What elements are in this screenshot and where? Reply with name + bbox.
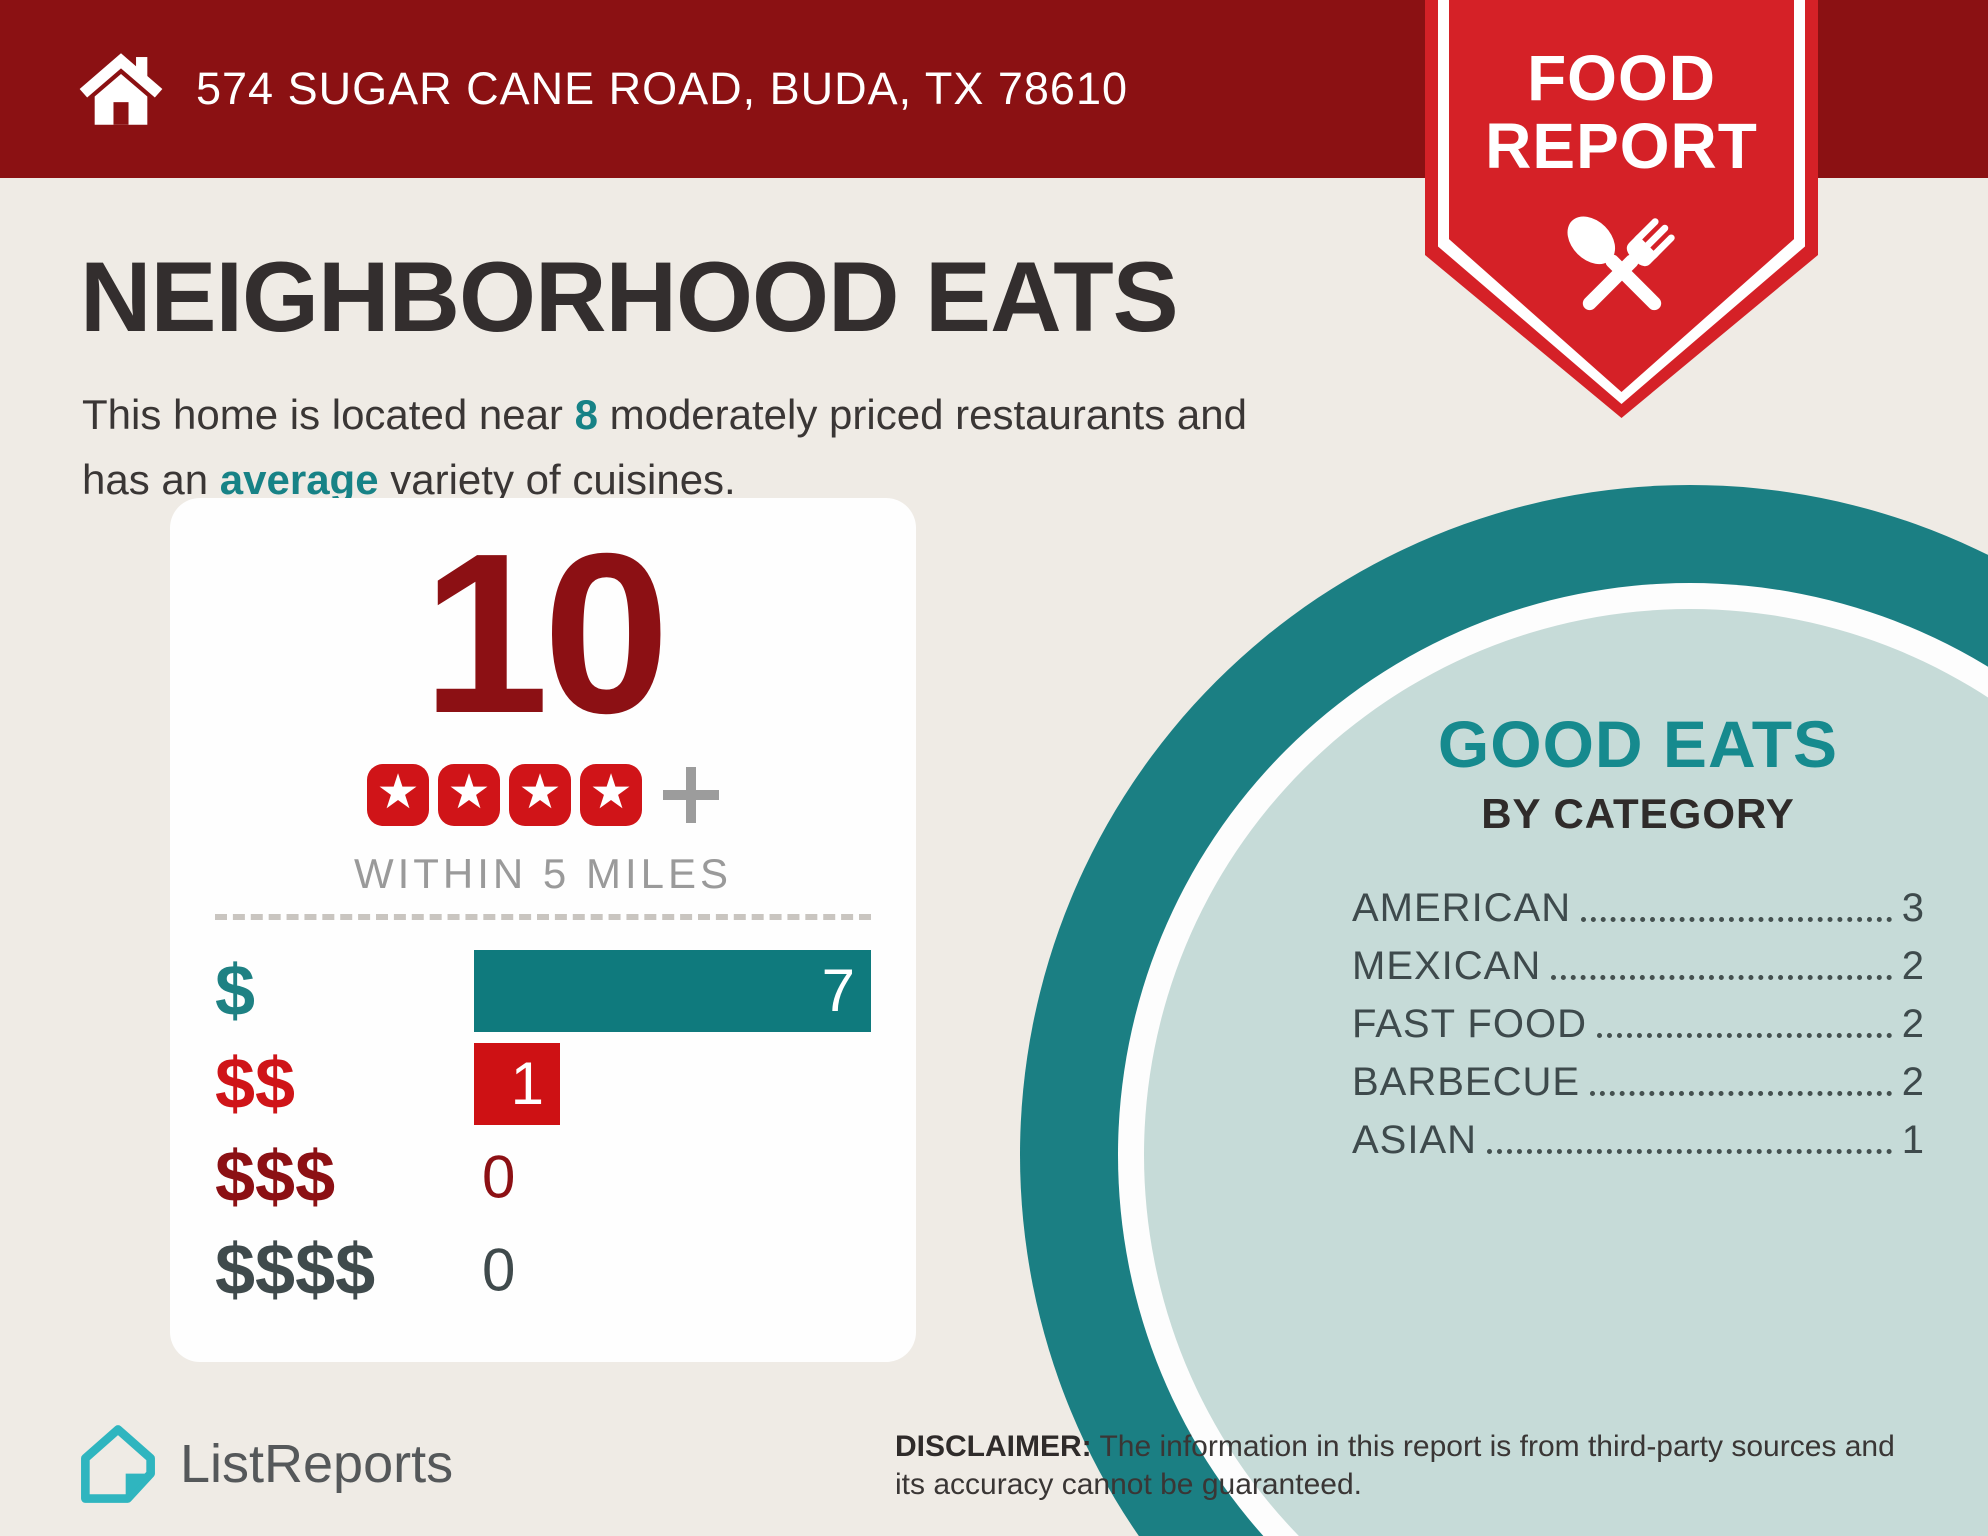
star-tile: ★ — [509, 764, 571, 826]
bar-value: 1 — [510, 1050, 544, 1117]
category-label: FAST FOOD — [1352, 1002, 1587, 1046]
star-icon: ★ — [376, 766, 420, 819]
subtitle-part1: This home is located near — [82, 391, 575, 438]
category-row-mexican: MEXICAN 2 — [1352, 944, 1924, 989]
subtitle: This home is located near 8 moderately p… — [82, 382, 1312, 512]
category-list: AMERICAN 3 MEXICAN 2 FAST FOOD 2 BARBECU… — [1352, 886, 1924, 1163]
brand-name: ListReports — [180, 1434, 454, 1494]
good-eats-subtitle: BY CATEGORY — [1481, 790, 1795, 837]
bar-label: $ — [215, 950, 256, 1031]
bar-fill: 7 — [474, 949, 871, 1032]
restaurant-count: 8 — [574, 391, 598, 438]
ribbon-line2: REPORT — [1485, 110, 1758, 183]
spoon-fork-icon — [1567, 216, 1675, 311]
bar-row-price-1: $ 7 7 — [215, 944, 871, 1037]
category-count: 2 — [1901, 944, 1924, 988]
star-tile: ★ — [580, 764, 642, 826]
category-row-american: AMERICAN 3 — [1352, 886, 1924, 931]
star-tile: ★ — [367, 764, 429, 826]
category-count: 2 — [1901, 1002, 1924, 1046]
home-icon — [79, 53, 163, 125]
good-eats-section: GOOD EATS BY CATEGORY AMERICAN 3 MEXICAN… — [1352, 706, 1924, 1176]
ribbon-line1: FOOD — [1527, 42, 1716, 114]
bar-fill: 1 — [474, 1042, 560, 1125]
star-icon: ★ — [589, 766, 633, 819]
price-bar-chart: $ 7 7 $$ 1 1 $$$ 0 0 — [215, 944, 871, 1316]
dotted-leader — [1487, 1149, 1892, 1154]
bar-row-price-2: $$ 1 1 — [215, 1037, 871, 1130]
dotted-leader — [1581, 917, 1892, 922]
disclaimer: DISCLAIMER: The information in this repo… — [895, 1428, 1915, 1503]
headline-section: NEIGHBORHOOD EATS This home is located n… — [80, 240, 1312, 512]
disclaimer-label: DISCLAIMER: — [895, 1430, 1092, 1463]
category-row-fast-food: FAST FOOD 2 — [1352, 1002, 1924, 1047]
disclaimer-text: The information in this report is from t… — [895, 1430, 1895, 1501]
food-report-ribbon: FOOD REPORT — [1425, 0, 1818, 418]
category-count: 3 — [1901, 886, 1924, 930]
category-row-asian: ASIAN 1 — [1352, 1118, 1924, 1163]
restaurant-total: 10 — [422, 507, 670, 761]
variety-highlight: average — [219, 456, 379, 504]
subtitle-part2: moderately priced restaurants and has an — [82, 391, 1247, 504]
star-rating: ★ ★ ★ ★ — [170, 764, 916, 826]
bar-area: 1 1 — [474, 1042, 871, 1125]
listreports-house-icon — [81, 1425, 155, 1503]
bar-label: $$$ — [215, 1136, 336, 1217]
listreports-logo: ListReports — [70, 1416, 453, 1512]
star-icon: ★ — [518, 766, 562, 819]
page-title: NEIGHBORHOOD EATS — [80, 241, 1179, 352]
property-address: 574 SUGAR CANE ROAD, BUDA, TX 78610 — [196, 63, 1129, 114]
good-eats-title: GOOD EATS — [1437, 707, 1839, 781]
category-label: AMERICAN — [1352, 886, 1572, 930]
category-label: BARBECUE — [1352, 1060, 1581, 1104]
category-label: MEXICAN — [1352, 944, 1542, 988]
category-row-barbecue: BARBECUE 2 — [1352, 1060, 1924, 1105]
star-icon: ★ — [447, 766, 491, 819]
star-tile: ★ — [438, 764, 500, 826]
category-count: 2 — [1901, 1060, 1924, 1104]
radius-caption: WITHIN 5 MILES — [353, 850, 733, 897]
dotted-leader — [1596, 1033, 1892, 1038]
category-count: 1 — [1901, 1118, 1924, 1162]
subtitle-part3: variety of cuisines. — [378, 456, 736, 504]
dotted-leader — [1551, 975, 1892, 980]
dashed-divider — [215, 914, 871, 920]
bar-area: 0 0 — [474, 1136, 871, 1218]
plus-icon — [663, 767, 719, 823]
bar-area: 7 7 — [474, 949, 871, 1032]
bar-zero-value: 0 — [482, 1143, 516, 1210]
bar-label: $$ — [215, 1043, 296, 1124]
bar-label: $$$$ — [215, 1229, 376, 1310]
bar-value: 7 — [821, 957, 855, 1024]
bar-row-price-3: $$$ 0 0 — [215, 1130, 871, 1223]
bar-area: 0 0 — [474, 1229, 871, 1311]
ribbon-title: FOOD REPORT — [1425, 44, 1818, 181]
restaurant-summary-card: 10 ★★★★ WITHIN 5 MILES $ 7 7 $$ 1 1 — [170, 498, 916, 1362]
bar-row-price-4: $$$$ 0 0 — [215, 1223, 871, 1316]
category-label: ASIAN — [1352, 1118, 1478, 1162]
bar-zero-value: 0 — [482, 1236, 516, 1303]
dotted-leader — [1590, 1091, 1892, 1096]
